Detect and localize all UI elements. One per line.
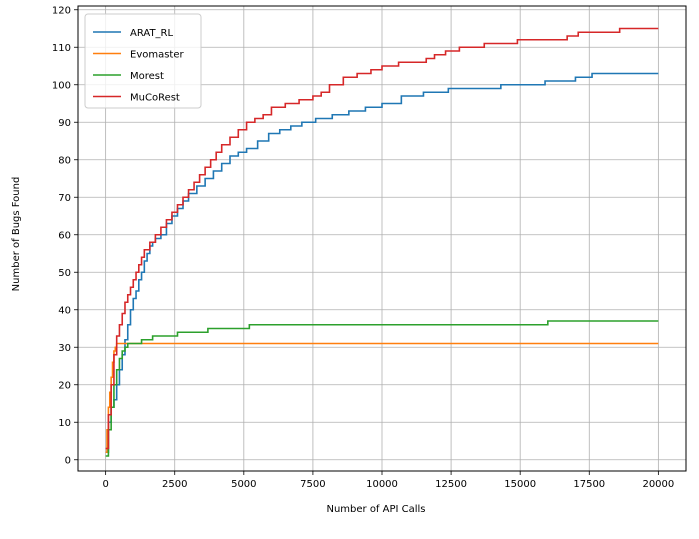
x-tick-label: 17500 [573, 479, 605, 490]
x-tick-label: 0 [102, 479, 108, 490]
y-tick-label: 100 [52, 80, 71, 91]
series-line-arat-rl [105, 72, 659, 454]
x-tick-label: 15000 [504, 479, 536, 490]
y-tick-label: 90 [58, 118, 71, 129]
y-tick-label: 20 [58, 380, 71, 391]
x-tick-label: 20000 [642, 479, 674, 490]
y-tick-label: 60 [58, 230, 71, 241]
legend-label-evomaster: Evomaster [130, 50, 185, 61]
y-tick-label: 0 [65, 455, 71, 466]
y-axis-label: Number of Bugs Found [11, 177, 22, 292]
legend: ARAT_RL Evomaster Morest MuCoRest [84, 13, 202, 109]
legend-label-morest: Morest [130, 71, 164, 82]
y-tick-label: 10 [58, 418, 71, 429]
y-tick-label: 110 [52, 43, 71, 54]
legend-label-mucorest: MuCoRest [130, 93, 180, 104]
x-tick-label: 2500 [162, 479, 187, 490]
x-tick-label: 5000 [231, 479, 256, 490]
y-tick-label: 30 [58, 343, 71, 354]
legend-box [84, 13, 202, 109]
x-tick-label: 10000 [366, 479, 398, 490]
x-tick-label: 12500 [435, 479, 467, 490]
y-axis-ticks: 0 10 20 30 40 50 60 70 80 90 100 110 120 [52, 5, 78, 466]
series-line-morest [105, 320, 659, 457]
x-axis-ticks: 0 2500 5000 7500 10000 12500 15000 17500 20000 [102, 471, 674, 490]
y-tick-label: 80 [58, 155, 71, 166]
grid-lines [78, 6, 686, 471]
series-lines [105, 27, 659, 457]
y-tick-label: 40 [58, 305, 71, 316]
legend-label-arat-rl: ARAT_RL [130, 28, 174, 39]
series-line-mucorest [105, 27, 659, 450]
y-tick-label: 70 [58, 193, 71, 204]
y-tick-label: 50 [58, 268, 71, 279]
y-tick-label: 120 [52, 5, 71, 16]
x-tick-label: 7500 [300, 479, 325, 490]
x-axis-label: Number of API Calls [326, 504, 425, 515]
